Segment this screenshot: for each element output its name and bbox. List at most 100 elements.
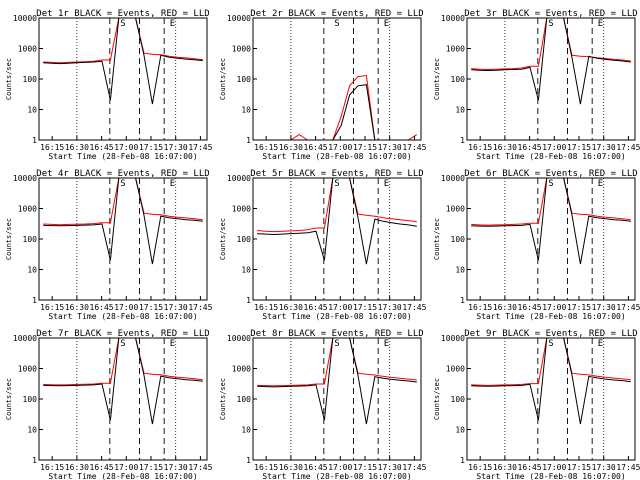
x-tick-label: 17:30 <box>378 143 402 152</box>
x-tick-label: 17:00 <box>542 143 566 152</box>
y-tick-label: 100 <box>23 235 38 244</box>
y-axis-label: Counts/sec <box>5 218 13 260</box>
x-tick-label: 17:45 <box>188 143 212 152</box>
panel-title: Det 6r BLACK = Events, RED = LLD <box>464 169 637 179</box>
plot-frame <box>252 177 422 301</box>
x-tick-label: 17:15 <box>567 143 591 152</box>
x-tick-label: 16:30 <box>493 303 517 312</box>
x-tick-label: 16:30 <box>65 143 89 152</box>
y-tick-label: 100 <box>451 235 466 244</box>
x-tick-label: 16:45 <box>518 303 542 312</box>
x-tick-label: 17:00 <box>114 463 138 472</box>
marker-s: S <box>120 19 125 29</box>
marker-e: E <box>170 179 175 189</box>
y-tick-label: 1000 <box>232 365 251 374</box>
series-events <box>43 338 203 425</box>
x-tick-label: 17:45 <box>616 463 640 472</box>
y-tick-label: 1 <box>32 296 37 305</box>
plot-frame <box>38 177 208 301</box>
x-tick-label: 16:15 <box>468 143 492 152</box>
x-tick-label: 17:15 <box>353 463 377 472</box>
y-axis-label: Counts/sec <box>219 378 227 420</box>
plot-frame <box>466 17 636 141</box>
x-tick-label: 17:00 <box>328 463 352 472</box>
series-lld <box>471 18 631 71</box>
series-lld <box>471 178 631 226</box>
x-axis-label: Start Time (28-Feb-08 16:07:00) <box>262 312 411 321</box>
y-tick-label: 100 <box>451 395 466 404</box>
x-tick-label: 17:00 <box>542 303 566 312</box>
x-tick-label: 17:15 <box>139 143 163 152</box>
x-tick-label: 16:15 <box>40 143 64 152</box>
y-tick-label: 1000 <box>232 205 251 214</box>
x-tick-label: 16:45 <box>90 463 114 472</box>
x-tick-label: 17:45 <box>188 303 212 312</box>
x-tick-label: 16:45 <box>304 463 328 472</box>
marker-s: S <box>334 19 339 29</box>
y-tick-label: 1 <box>246 136 251 145</box>
x-tick-label: 17:15 <box>567 463 591 472</box>
marker-s: S <box>548 19 553 29</box>
x-tick-label: 17:00 <box>114 143 138 152</box>
x-tick-label: 17:00 <box>328 143 352 152</box>
marker-s: S <box>120 179 125 189</box>
series-events <box>257 178 417 265</box>
y-tick-label: 1000 <box>18 365 37 374</box>
x-tick-label: 17:30 <box>592 143 616 152</box>
x-tick-label: 17:15 <box>353 143 377 152</box>
x-tick-label: 17:45 <box>188 463 212 472</box>
series-lld <box>43 18 203 64</box>
x-tick-label: 17:30 <box>164 143 188 152</box>
x-tick-label: 16:15 <box>254 303 278 312</box>
x-tick-label: 16:45 <box>518 463 542 472</box>
panel-title: Det 5r BLACK = Events, RED = LLD <box>250 169 423 179</box>
x-tick-label: 16:15 <box>40 463 64 472</box>
x-tick-label: 16:30 <box>279 463 303 472</box>
x-axis-label: Start Time (28-Feb-08 16:07:00) <box>476 152 625 161</box>
x-tick-label: 17:45 <box>616 143 640 152</box>
x-axis-label: Start Time (28-Feb-08 16:07:00) <box>262 152 411 161</box>
x-tick-label: 17:30 <box>592 303 616 312</box>
y-axis-label: Counts/sec <box>5 378 13 420</box>
y-tick-label: 10 <box>455 426 465 435</box>
y-axis-label: Counts/sec <box>219 218 227 260</box>
series-lld <box>471 338 631 386</box>
y-tick-label: 10000 <box>227 334 251 343</box>
y-tick-label: 100 <box>237 395 252 404</box>
y-axis-label: Counts/sec <box>219 58 227 100</box>
x-tick-label: 17:30 <box>164 303 188 312</box>
y-tick-label: 10 <box>27 426 37 435</box>
x-tick-label: 16:15 <box>40 303 64 312</box>
y-tick-label: 1 <box>246 456 251 465</box>
series-events <box>471 178 631 265</box>
y-tick-label: 10000 <box>441 14 465 23</box>
series-events <box>471 18 631 105</box>
x-tick-label: 17:45 <box>402 143 426 152</box>
y-tick-label: 1 <box>32 136 37 145</box>
marker-e: E <box>598 339 603 349</box>
x-tick-label: 17:00 <box>328 303 352 312</box>
y-tick-label: 1000 <box>446 45 465 54</box>
marker-e: E <box>384 339 389 349</box>
y-axis-label: Counts/sec <box>433 378 441 420</box>
x-tick-label: 16:15 <box>254 143 278 152</box>
x-tick-label: 17:30 <box>592 463 616 472</box>
series-events <box>257 338 417 425</box>
y-axis-label: Counts/sec <box>433 218 441 260</box>
x-tick-label: 17:15 <box>353 303 377 312</box>
y-tick-label: 1 <box>460 296 465 305</box>
y-tick-label: 100 <box>237 235 252 244</box>
panel-title: Det 3r BLACK = Events, RED = LLD <box>464 9 637 19</box>
y-axis-label: Counts/sec <box>433 58 441 100</box>
y-tick-label: 10000 <box>227 14 251 23</box>
y-tick-label: 10 <box>241 266 251 275</box>
x-tick-label: 16:30 <box>493 463 517 472</box>
x-tick-label: 16:45 <box>90 303 114 312</box>
y-tick-label: 10000 <box>13 14 37 23</box>
